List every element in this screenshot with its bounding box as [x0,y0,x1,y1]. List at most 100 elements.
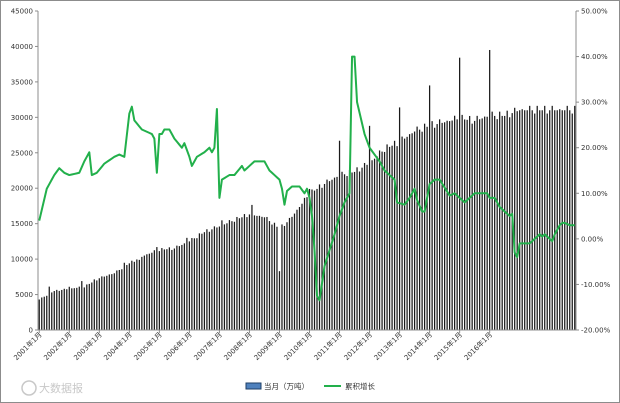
bar [544,105,546,330]
bar [231,221,233,330]
bar [456,119,458,330]
bar [361,167,363,330]
x-tick-label: 2008年1月 [222,330,254,362]
bar [238,218,241,330]
bar [421,131,423,330]
bar [441,122,443,331]
bar [386,144,388,330]
bar [418,129,421,330]
bar [301,203,303,330]
y2-tick-label: 0.00% [581,235,604,243]
bar [566,105,568,330]
growth-line [38,55,575,302]
bar [126,265,128,330]
bar [346,176,348,330]
bar [83,287,85,330]
bar [256,215,258,330]
x-tick-label: 2010年1月 [282,330,314,362]
bar [469,115,471,331]
bar [451,120,453,330]
bar [303,197,306,330]
bar [281,224,283,330]
bar [428,85,431,330]
bar [496,119,498,330]
bar [514,107,516,330]
bar [293,213,296,330]
x-tick-label: 2001年1月 [12,330,44,362]
x-tick-label: 2006年1月 [162,330,194,362]
x-tick-label: 2005年1月 [132,330,164,362]
bar [226,223,228,330]
bar [383,151,386,330]
bar [233,221,236,330]
legend-swatch-bar [245,382,262,390]
bar [431,121,433,331]
bar [564,110,566,330]
bar [326,179,328,330]
x-tick-label: 2013年1月 [372,330,404,362]
bar [168,247,170,330]
bar [539,110,541,330]
bar [541,110,543,330]
bar [108,274,110,330]
bar [423,123,426,331]
bar [291,216,293,330]
bar-series-monthly [38,49,576,331]
x-tick-label: 2011年1月 [312,330,344,362]
bar [506,110,508,331]
bar [61,289,63,330]
bar [501,115,503,330]
bar [58,290,60,330]
y2-tick-label: 50.00% [581,8,608,16]
bar [526,110,528,330]
bar [41,297,43,330]
bar [373,158,376,330]
bar [444,122,446,330]
bar [388,146,391,330]
bar [561,110,563,330]
x-tick-label: 2003年1月 [72,330,104,362]
bar [206,229,208,330]
bar [348,169,351,330]
y-tick-label: 40000 [11,43,33,51]
bar [268,221,271,330]
bar [521,109,523,330]
bar [524,110,526,330]
bar [316,188,318,330]
bar [436,124,438,330]
bar [569,110,571,330]
bar [156,247,158,330]
bar [398,107,401,330]
bar [253,215,256,330]
y-tick-label: 0 [29,327,33,335]
bar [331,179,333,330]
bar [91,282,93,330]
x-tick-label: 2009年1月 [252,330,284,362]
bar [306,197,308,330]
bar [486,116,488,331]
bar [559,109,561,330]
bar [73,288,75,330]
bar [406,136,408,330]
bar [116,270,118,330]
bar [529,105,531,330]
bar [208,231,211,330]
bar [318,184,321,330]
bar [48,286,50,330]
bar [489,49,491,330]
y-tick-label: 35000 [11,78,33,86]
bar [286,222,288,330]
bar [366,164,368,330]
bar [328,181,331,330]
bar [403,138,406,330]
bar [499,111,501,330]
bar [283,225,286,330]
watermark-text: 大数据报 [39,381,83,395]
y2-tick-label: 20.00% [581,144,608,152]
x-tick-label: 2002年1月 [42,330,74,362]
bar [88,283,90,330]
bar [86,284,88,330]
bar [391,145,393,330]
bar [433,127,436,330]
